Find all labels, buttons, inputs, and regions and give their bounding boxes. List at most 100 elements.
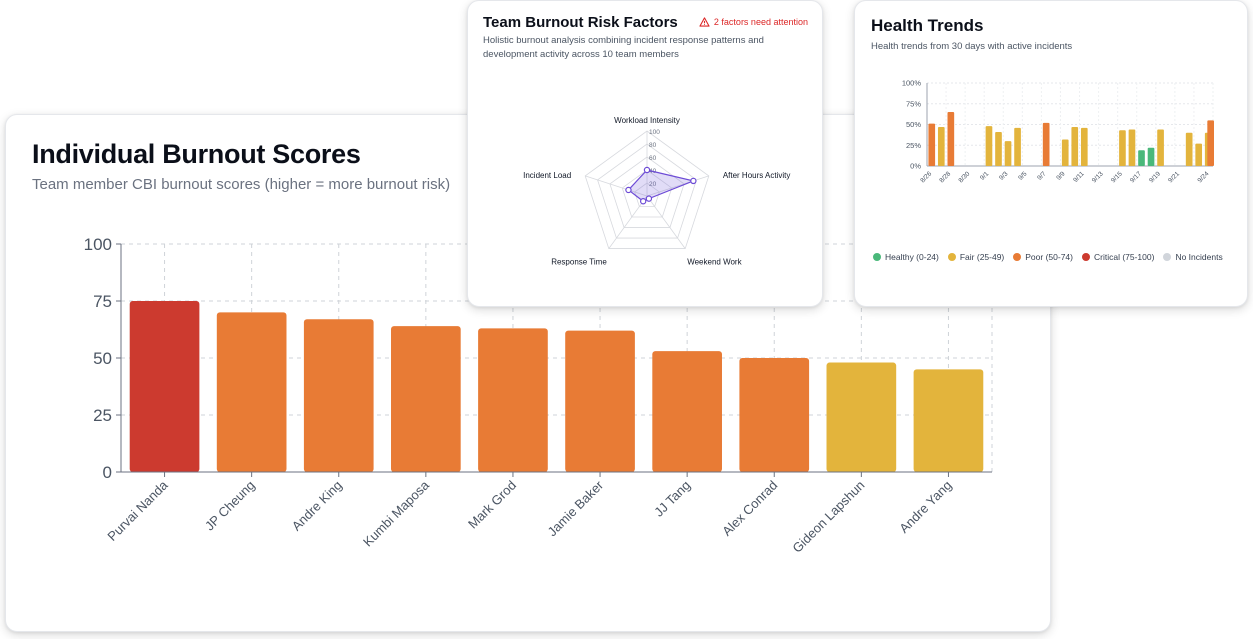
x-tick-label: Andre Yang bbox=[896, 478, 954, 536]
burnout-subtitle: Team member CBI burnout scores (higher =… bbox=[32, 176, 451, 193]
health-bar-9-19 bbox=[1157, 129, 1164, 166]
health-bar-9-17 bbox=[1138, 150, 1145, 166]
x-tick-label: Alex Conrad bbox=[719, 478, 780, 539]
burnout-bar-chart: 0 25 50 75 100 Purvai Nanda JP Cheung Andre Kin… bbox=[84, 235, 993, 556]
health-x-tick-label: 9/3 bbox=[998, 170, 1010, 182]
health-x-tick-label: 9/24 bbox=[1197, 170, 1211, 184]
x-tick-label: Purvai Nanda bbox=[104, 477, 171, 544]
radar-tick-label: 100 bbox=[649, 129, 660, 136]
warning-icon bbox=[699, 17, 710, 27]
health-x-tick-label: 9/5 bbox=[1017, 170, 1029, 182]
radar-point bbox=[625, 186, 632, 194]
bar-andre-yang bbox=[913, 369, 984, 472]
bar-gideon-lapshun bbox=[826, 362, 897, 472]
radar-point bbox=[645, 195, 653, 202]
health-bar-9-3 bbox=[1004, 141, 1012, 166]
health-x-tick-label: 8/30 bbox=[957, 170, 971, 184]
radar-spoke bbox=[608, 195, 648, 249]
health-legend: Healthy (0-24) Fair (25-49) Poor (50-74)… bbox=[873, 252, 1223, 262]
radar-axis-label: After Hours Activity bbox=[723, 171, 791, 180]
health-bar-8-28 bbox=[947, 112, 955, 166]
health-bar-9-18 bbox=[1147, 147, 1155, 166]
health-bar-8-27 bbox=[937, 126, 945, 166]
legend-no-incidents: No Incidents bbox=[1163, 252, 1223, 262]
legend-critical: Critical (75-100) bbox=[1081, 252, 1154, 262]
bar-andre-king bbox=[303, 319, 374, 472]
health-bar-9-15 bbox=[1119, 130, 1126, 166]
health-x-tick-label: 9/1 bbox=[979, 170, 991, 182]
risk-title: Team Burnout Risk Factors bbox=[483, 14, 678, 31]
health-trend-chart: 0% 25% 50% 75% 100% 8/26 8/28 8/30 9/1 9/3 9/5 9/7 9… bbox=[902, 79, 1214, 184]
health-x-tick-label: 9/19 bbox=[1148, 170, 1162, 184]
health-x-tick-label: 9/7 bbox=[1036, 170, 1048, 182]
risk-warning: 2 factors need attention bbox=[699, 17, 808, 27]
legend-fair: Fair (25-49) bbox=[947, 252, 1004, 262]
health-title: Health Trends bbox=[871, 16, 984, 35]
radar-tick-label: 80 bbox=[649, 142, 657, 149]
health-bar-9-22 bbox=[1185, 132, 1193, 166]
health-x-tick-label: 9/15 bbox=[1110, 170, 1124, 184]
health-bar-9-9 bbox=[1061, 139, 1069, 166]
bar-purvai-nanda bbox=[129, 301, 200, 472]
radar-ring bbox=[621, 169, 673, 218]
radar-ring bbox=[634, 182, 660, 207]
health-bar-9-10 bbox=[1071, 126, 1079, 166]
radar-axis-label: Workload Intensity bbox=[614, 116, 680, 125]
radar-axis-label: Weekend Work bbox=[687, 258, 742, 267]
bar-jj-tang bbox=[652, 351, 722, 472]
health-bar-9-4 bbox=[1014, 127, 1021, 166]
health-subtitle: Health trends from 30 days with active i… bbox=[871, 41, 1073, 52]
x-tick-label: Gideon Lapshun bbox=[789, 478, 867, 556]
radar-grid bbox=[584, 130, 710, 249]
legend-poor: Poor (50-74) bbox=[1013, 252, 1073, 262]
health-x-tick-label: 9/21 bbox=[1167, 170, 1181, 184]
bar-mark-grod bbox=[478, 328, 548, 472]
health-bar-9-7 bbox=[1042, 122, 1050, 166]
legend-fair-swatch bbox=[947, 253, 956, 261]
health-y-tick-label: 75% bbox=[906, 99, 921, 108]
health-y-tick-label: 0% bbox=[910, 162, 921, 171]
risk-factors-card: Team Burnout Risk Factors 2 factors need… bbox=[467, 0, 823, 307]
health-y-tick-label: 100% bbox=[902, 79, 922, 88]
legend-healthy: Healthy (0-24) bbox=[873, 252, 939, 262]
x-tick-label: JP Cheung bbox=[202, 478, 258, 534]
bar-jp-cheung bbox=[216, 312, 287, 472]
radar-ring bbox=[584, 130, 710, 249]
radar-ring bbox=[609, 156, 685, 228]
x-tick-label: Andre King bbox=[289, 478, 345, 534]
health-bar-9-2 bbox=[995, 131, 1002, 166]
x-tick-label: Mark Grod bbox=[465, 478, 519, 532]
health-x-tick-label: 9/9 bbox=[1055, 170, 1067, 182]
risk-subtitle: Holistic burnout analysis combining inci… bbox=[483, 35, 764, 60]
health-bar-9-24-final bbox=[1207, 120, 1214, 166]
health-trends-card: Health Trends Health trends from 30 days… bbox=[854, 0, 1248, 307]
radar-axis-label: Response Time bbox=[551, 258, 607, 267]
y-tick-label: 100 bbox=[84, 235, 112, 254]
health-bar-8-26 bbox=[928, 123, 936, 166]
health-x-tick-label: 8/28 bbox=[938, 170, 952, 184]
x-tick-label: Kumbi Maposa bbox=[360, 477, 432, 549]
bar-alex-conrad bbox=[739, 358, 810, 472]
radar-spoke bbox=[585, 175, 648, 197]
y-tick-label: 50 bbox=[93, 349, 112, 368]
legend-healthy-swatch bbox=[873, 253, 881, 261]
health-y-tick-label: 50% bbox=[906, 120, 921, 129]
radar-ring bbox=[597, 143, 697, 239]
radar-axis-label: Incident Load bbox=[523, 171, 571, 180]
y-tick-label: 25 bbox=[93, 406, 112, 425]
x-tick-label: JJ Tang bbox=[651, 478, 693, 520]
health-x-tick-label: 9/13 bbox=[1091, 170, 1105, 184]
radar-spoke bbox=[646, 175, 709, 197]
health-x-tick-label: 8/26 bbox=[919, 170, 933, 184]
bar-kumbi-maposa bbox=[391, 326, 461, 472]
y-tick-label: 0 bbox=[103, 463, 112, 482]
bar-jamie-baker bbox=[565, 330, 635, 472]
health-bar-9-16 bbox=[1128, 129, 1136, 166]
x-tick-label: Jamie Baker bbox=[544, 477, 606, 539]
radar-tick-label: 20 bbox=[649, 181, 657, 188]
legend-none-swatch bbox=[1163, 253, 1172, 261]
burnout-title: Individual Burnout Scores bbox=[32, 139, 361, 169]
health-x-tick-label: 9/11 bbox=[1072, 170, 1086, 184]
radar-point bbox=[639, 198, 647, 205]
